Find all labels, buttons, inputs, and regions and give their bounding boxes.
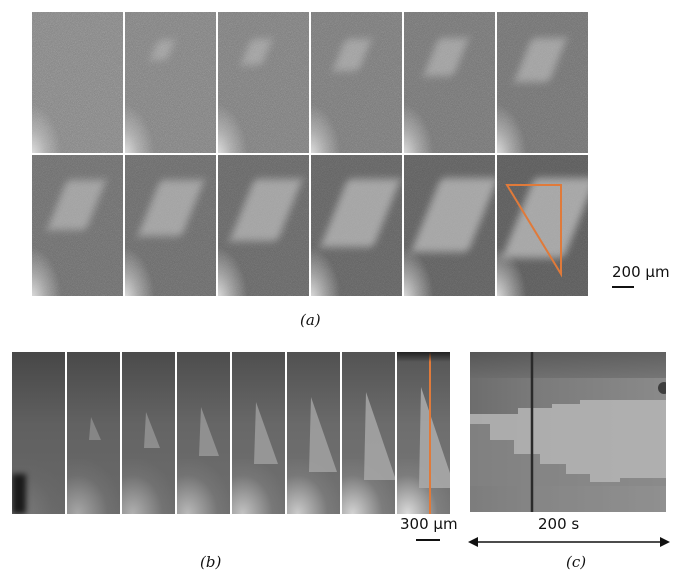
frame-bright-corner [218, 103, 248, 153]
panel-c-bottom-band [470, 486, 666, 512]
frame-bright-bottom [232, 459, 285, 514]
panel-c-kymograph-graphic [470, 352, 666, 512]
overlay-line [429, 352, 431, 514]
panel-c-dark-spot [658, 382, 666, 394]
panel-c-kymograph [470, 352, 666, 512]
panel-a-scale-bar [612, 286, 634, 288]
frame-bright-corner [311, 103, 341, 153]
panel-b-frame [287, 352, 340, 514]
frame-bright-bottom [177, 459, 230, 514]
panel-a-frame [125, 12, 216, 153]
panel-a-frame [311, 12, 402, 153]
panel-c-time-arrow [468, 537, 670, 547]
panel-b-scale-label: 300 μm [400, 515, 458, 533]
frame-bright-bottom [67, 459, 120, 514]
frame-bright-bottom [122, 459, 175, 514]
frame-bright-triangle [254, 402, 278, 464]
panel-a-frame [32, 12, 123, 153]
frame-dark-top-edge [397, 352, 450, 362]
frame-dark-corner [12, 474, 26, 514]
panel-c-top-shade [470, 352, 666, 378]
panel-a-frame [497, 12, 588, 153]
frame-bright-triangle [199, 407, 219, 456]
panel-a-image-grid [32, 12, 588, 298]
frame-bright-corner [497, 246, 527, 296]
panel-a-label: (a) [300, 311, 321, 329]
panel-b-frame [122, 352, 175, 514]
frame-bright-triangle [89, 417, 101, 440]
panel-a-frame [218, 155, 309, 296]
panel-a-frame [32, 155, 123, 296]
panel-b-frame [12, 352, 65, 514]
panel-c-bright-region [470, 400, 666, 482]
frame-bright-corner [32, 103, 62, 153]
panel-b-frame [232, 352, 285, 514]
panel-a-frame [404, 12, 495, 153]
frame-bright-corner [404, 246, 434, 296]
panel-b-scale-bar [416, 539, 440, 541]
frame-bright-corner [32, 246, 62, 296]
panel-b-image-strip [12, 352, 462, 514]
panel-b-frame [67, 352, 120, 514]
panel-a-frame [218, 12, 309, 153]
panel-b-label: (b) [200, 553, 222, 571]
panel-a-frame [404, 155, 495, 296]
frame-bright-corner [311, 246, 341, 296]
panel-b-frame [342, 352, 395, 514]
panel-b-frame [397, 352, 450, 514]
overlay-triangle [505, 184, 562, 278]
frame-bright-corner [125, 246, 155, 296]
panel-a-frame [311, 155, 402, 296]
frame-bright-corner [404, 103, 434, 153]
panel-a-frame [125, 155, 216, 296]
frame-bright-triangle [144, 412, 160, 448]
frame-bright-corner [497, 103, 527, 153]
panel-c-lower-region [470, 424, 666, 486]
frame-bright-corner [218, 246, 248, 296]
frame-bright-corner [125, 103, 155, 153]
panel-c-time-label: 200 s [538, 515, 580, 533]
frame-bright-triangle [364, 392, 395, 480]
panel-b-frame [177, 352, 230, 514]
panel-c-label: (c) [566, 553, 587, 571]
frame-bright-triangle [309, 397, 337, 472]
panel-a-frame [497, 155, 588, 296]
panel-a-scale-label: 200 μm [612, 263, 670, 281]
frame-bright-triangle [419, 387, 450, 488]
